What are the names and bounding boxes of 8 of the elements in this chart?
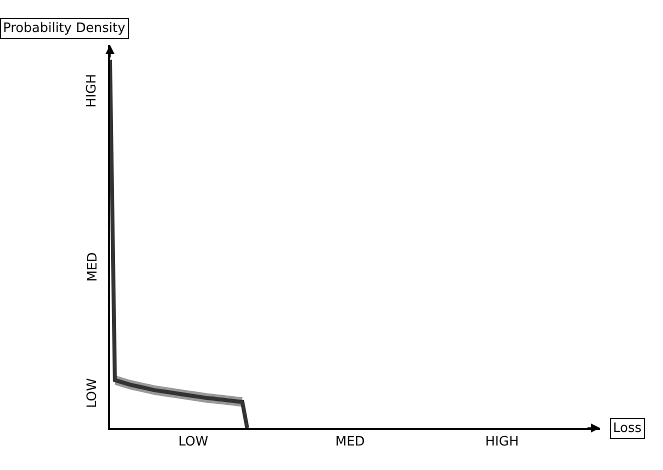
- y-axis-title: Probability Density: [3, 21, 126, 36]
- x-tick-label: HIGH: [485, 434, 519, 450]
- text: LOW: [84, 378, 100, 408]
- text: HIGH: [84, 74, 100, 108]
- x-tick-label: LOW: [178, 434, 208, 450]
- x-tick-label: MED: [335, 434, 365, 450]
- text: MED: [85, 252, 100, 282]
- x-axis-title: Loss: [613, 421, 642, 436]
